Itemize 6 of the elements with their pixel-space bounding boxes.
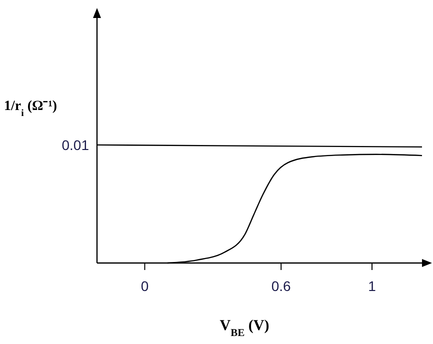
x-tick-label: 0.6 bbox=[271, 278, 292, 294]
annotation: 0.01 bbox=[62, 136, 90, 153]
x-tick-label: 1 bbox=[368, 278, 376, 294]
y-axis-title: 1/r$_{i}$ (Ω⁻¹) bbox=[4, 99, 58, 118]
x-axis-title: V$_{BE}$ (V) bbox=[220, 318, 270, 338]
x-tick-label: 0 bbox=[140, 278, 149, 294]
